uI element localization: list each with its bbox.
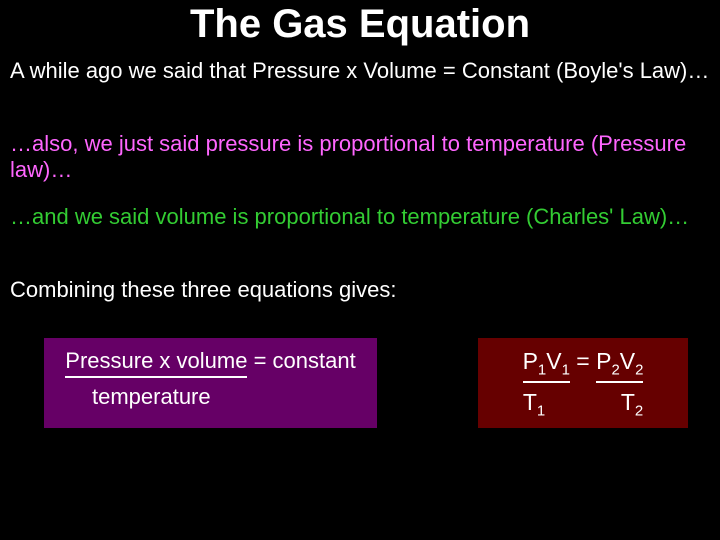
denominator-t2: T2	[603, 389, 661, 420]
numerator-p1v1: P1V1	[523, 348, 570, 383]
numerator-pressure-volume: Pressure x volume	[65, 348, 247, 378]
equation-box-symbols: P1V1 = P2V2 T1 T2	[478, 338, 688, 428]
slide-title: The Gas Equation	[0, 0, 720, 47]
equation-box-words: Pressure x volume = constant temperature	[44, 338, 377, 428]
equals-sign: =	[570, 348, 596, 374]
denominator-t1: T1	[505, 389, 563, 420]
equals-constant: = constant	[247, 348, 355, 373]
paragraph-boyles-law: A while ago we said that Pressure x Volu…	[0, 58, 720, 84]
denominator-temperature: temperature	[92, 384, 211, 409]
paragraph-charles-law: …and we said volume is proportional to t…	[0, 204, 720, 230]
paragraph-pressure-law: …also, we just said pressure is proporti…	[0, 131, 720, 184]
numerator-p2v2: P2V2	[596, 348, 643, 383]
paragraph-combining: Combining these three equations gives:	[0, 277, 720, 303]
